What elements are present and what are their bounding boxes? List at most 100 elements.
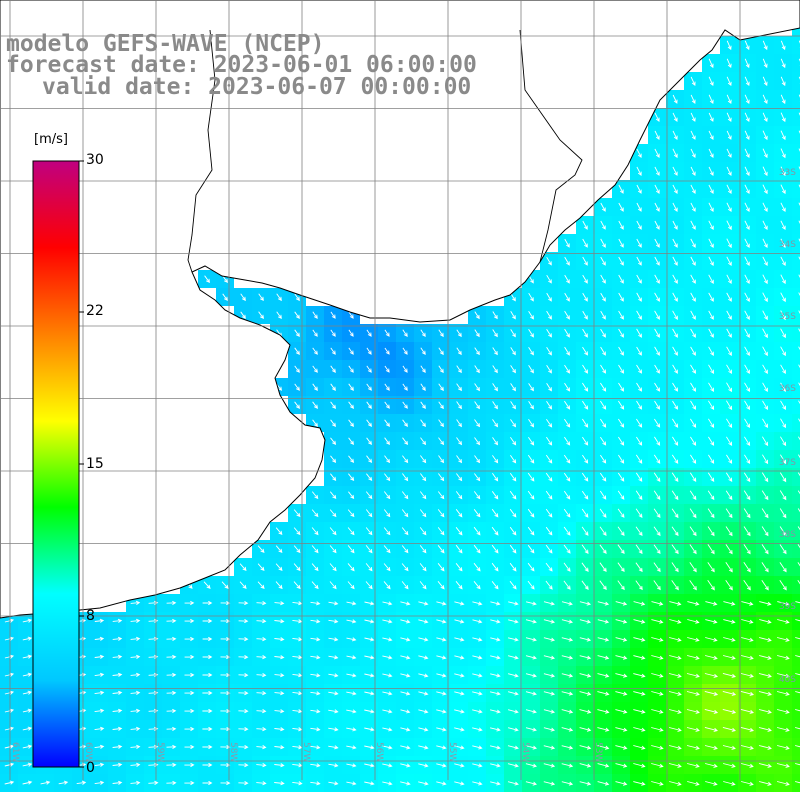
wind-arrow [672, 418, 679, 428]
colorbar-tick-0: 0 [86, 760, 95, 776]
wind-arrow [454, 745, 465, 750]
wind-arrow [510, 383, 516, 392]
wind-arrow [635, 544, 643, 555]
wind-arrow [4, 690, 15, 695]
wind-arrow [220, 745, 231, 750]
lon-label: 61W [10, 742, 20, 763]
wind-arrow [366, 419, 372, 427]
wind-arrow [276, 293, 282, 302]
wind-arrow [633, 709, 646, 714]
wind-arrow [507, 637, 519, 642]
wind-arrow [744, 220, 750, 231]
wind-cell [792, 198, 800, 216]
wind-arrow [597, 673, 610, 678]
wind-arrow [563, 490, 571, 500]
wind-arrow [346, 637, 357, 642]
wind-arrow [690, 256, 696, 266]
wind-arrow [420, 437, 427, 446]
wind-cell [792, 162, 800, 180]
wind-arrow [364, 673, 375, 678]
wind-arrow [346, 727, 357, 732]
wind-arrow [617, 490, 625, 500]
wind-arrow [240, 311, 246, 319]
wind-arrow [455, 581, 463, 590]
wind-arrow [672, 400, 678, 410]
wind-arrow [618, 292, 624, 302]
wind-arrow [635, 508, 643, 518]
wind-arrow [600, 256, 606, 266]
wind-arrow [310, 637, 321, 642]
wind-arrow [507, 709, 519, 714]
wind-arrow [348, 347, 354, 355]
wind-arrow [527, 562, 535, 572]
wind-arrow [94, 744, 105, 749]
wind-arrow [491, 562, 499, 572]
lon-label: 59W [155, 742, 165, 763]
wind-arrow [618, 274, 624, 284]
wind-arrow [311, 509, 319, 518]
wind-arrow [528, 310, 534, 320]
wind-arrow [184, 780, 195, 786]
wind-arrow [615, 691, 628, 696]
wind-arrow [617, 508, 625, 518]
wind-arrow [293, 545, 301, 554]
wind-arrow [22, 654, 33, 659]
wind-arrow [597, 637, 610, 642]
wind-arrow [402, 383, 408, 391]
wind-arrow [725, 472, 733, 482]
wind-arrow [780, 274, 786, 285]
wind-arrow [794, 727, 800, 730]
wind-arrow [615, 673, 628, 678]
wind-arrow [525, 691, 537, 696]
wind-arrow [402, 347, 408, 355]
wind-arrow [456, 383, 462, 392]
wind-arrow [635, 490, 643, 500]
wind-arrow [365, 491, 373, 500]
wind-arrow [310, 781, 321, 786]
wind-arrow [256, 781, 267, 786]
wind-arrow [779, 562, 787, 573]
wind-arrow [364, 655, 375, 660]
colorbar [32, 160, 80, 768]
wind-arrow [310, 727, 321, 732]
wind-arrow [651, 637, 664, 642]
wind-arrow [418, 727, 429, 732]
wind-arrow [130, 780, 141, 785]
wind-arrow [651, 745, 664, 750]
wind-arrow [672, 382, 678, 392]
wind-arrow [654, 436, 661, 446]
wind-arrow [238, 781, 249, 786]
wind-arrow [58, 780, 69, 785]
wind-arrow [579, 745, 592, 750]
wind-arrow [292, 781, 303, 786]
wind-arrow [220, 763, 231, 768]
wind-cell [792, 360, 800, 378]
wind-arrow [436, 781, 447, 786]
wind-cell [792, 648, 800, 666]
wind-arrow [184, 672, 195, 678]
wind-arrow [274, 673, 285, 678]
wind-arrow [780, 454, 787, 465]
wind-cell [792, 252, 800, 270]
wind-arrow [364, 637, 375, 642]
wind-arrow [328, 637, 339, 642]
wind-arrow [690, 94, 696, 104]
wind-arrow [346, 601, 357, 606]
wind-arrow [762, 328, 768, 339]
wind-arrow [707, 562, 715, 573]
wind-arrow [600, 238, 606, 248]
wind-arrow [436, 763, 447, 768]
wind-arrow [672, 184, 678, 194]
wind-arrow [744, 346, 750, 357]
wind-arrow [474, 365, 480, 374]
wind-arrow [401, 581, 409, 590]
wind-arrow [220, 781, 231, 786]
wind-arrow [311, 563, 319, 572]
wind-arrow [726, 58, 732, 69]
wind-arrow [492, 437, 499, 446]
wind-arrow [725, 580, 733, 591]
wind-arrow [330, 455, 337, 463]
wind-arrow [743, 580, 751, 591]
wind-arrow [472, 691, 483, 696]
wind-arrow [672, 364, 678, 374]
